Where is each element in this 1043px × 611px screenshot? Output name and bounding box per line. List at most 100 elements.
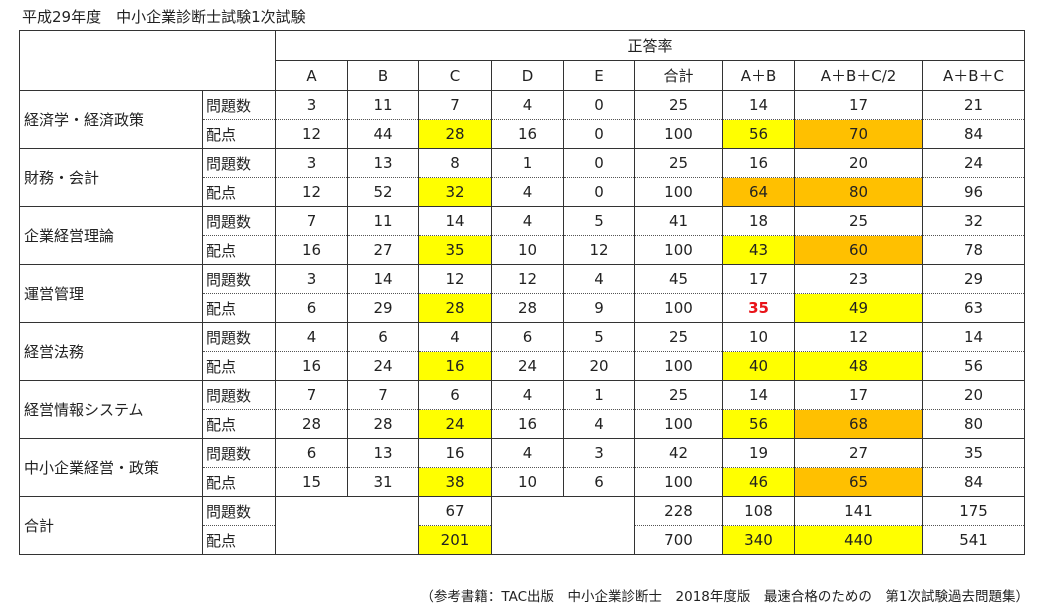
score-cell-total: 100	[634, 235, 723, 265]
count-cell-b: 6	[347, 322, 419, 352]
total-count-a-plus-b-plus-c: 175	[921, 496, 1026, 526]
subject-row-count: 経営法務 問題数 4 6 4 6 5 25 10 12 14	[19, 322, 1026, 381]
score-cell-a: 6	[275, 293, 348, 323]
page-title: 平成29年度 中小企業診断士試験1次試験	[22, 8, 306, 26]
score-cell-a-plus-b-plus-half-c: 80	[794, 177, 923, 207]
score-cell-a-plus-b-plus-c: 78	[921, 235, 1026, 265]
count-cell-b: 11	[347, 90, 419, 120]
count-cell-a-plus-b-plus-half-c: 25	[794, 206, 923, 236]
total-count-total: 228	[634, 496, 723, 526]
score-cell-a-plus-b-plus-c: 56	[921, 351, 1026, 381]
count-cell-d: 4	[491, 438, 564, 468]
count-cell-e: 1	[563, 380, 635, 410]
score-cell-e: 0	[563, 119, 635, 149]
total-count-a-plus-b: 108	[722, 496, 795, 526]
count-cell-d: 12	[491, 264, 564, 294]
score-cell-a-plus-b-plus-half-c: 65	[794, 467, 923, 497]
row-label-count: 問題数	[202, 264, 276, 294]
count-cell-a-plus-b: 16	[722, 148, 795, 178]
row-label-score: 配点	[202, 409, 276, 439]
count-cell-b: 7	[347, 380, 419, 410]
count-cell-e: 3	[563, 438, 635, 468]
score-cell-a-plus-b-plus-c: 96	[921, 177, 1026, 207]
total-blank-ab	[275, 496, 419, 555]
score-cell-e: 20	[563, 351, 635, 381]
row-label-count: 問題数	[202, 380, 276, 410]
count-cell-a: 7	[275, 206, 348, 236]
count-cell-d: 4	[491, 380, 564, 410]
count-cell-c: 8	[418, 148, 492, 178]
subject-row-count: 運営管理 問題数 3 14 12 12 4 45 17 23 29	[19, 264, 1026, 323]
score-cell-a-plus-b-plus-half-c: 48	[794, 351, 923, 381]
count-cell-d: 1	[491, 148, 564, 178]
count-cell-b: 13	[347, 148, 419, 178]
count-cell-a-plus-b-plus-c: 14	[921, 322, 1026, 352]
score-cell-d: 16	[491, 409, 564, 439]
count-cell-a-plus-b-plus-c: 20	[921, 380, 1026, 410]
score-table: 正答率 A B C D E 合計 A＋B A＋B＋C/2 A＋B＋C 経済学・経…	[19, 30, 1026, 555]
count-cell-a: 6	[275, 438, 348, 468]
subject-row-count: 経営情報システム 問題数 7 7 6 4 1 25 14 17 20	[19, 380, 1026, 439]
header-corner-cell	[19, 30, 276, 91]
total-label: 合計	[19, 496, 203, 555]
score-cell-d: 16	[491, 119, 564, 149]
score-cell-a: 28	[275, 409, 348, 439]
count-cell-a-plus-b: 10	[722, 322, 795, 352]
score-cell-total: 100	[634, 119, 723, 149]
score-cell-a: 16	[275, 351, 348, 381]
header-row-group: 正答率	[19, 30, 1026, 91]
column-header-a: A	[275, 60, 348, 91]
count-cell-total: 41	[634, 206, 723, 236]
column-header-a-plus-b-plus-c: A＋B＋C	[921, 60, 1026, 91]
score-cell-b: 52	[347, 177, 419, 207]
count-cell-a-plus-b-plus-c: 35	[921, 438, 1026, 468]
count-cell-a-plus-b: 17	[722, 264, 795, 294]
score-cell-a-plus-b: 43	[722, 235, 795, 265]
score-cell-e: 0	[563, 177, 635, 207]
row-label-score: 配点	[202, 177, 276, 207]
score-cell-d: 24	[491, 351, 564, 381]
count-cell-e: 5	[563, 322, 635, 352]
count-cell-a-plus-b: 18	[722, 206, 795, 236]
count-cell-c: 7	[418, 90, 492, 120]
score-cell-total: 100	[634, 351, 723, 381]
column-header-e: E	[563, 60, 635, 91]
score-cell-b: 24	[347, 351, 419, 381]
count-cell-total: 45	[634, 264, 723, 294]
count-cell-a-plus-b-plus-half-c: 17	[794, 380, 923, 410]
count-cell-total: 42	[634, 438, 723, 468]
row-label-score: 配点	[202, 235, 276, 265]
score-cell-a-plus-b: 56	[722, 409, 795, 439]
score-cell-d: 28	[491, 293, 564, 323]
count-cell-e: 0	[563, 148, 635, 178]
subject-row-score: 配点 12 52 32 4 0 100 64 80 96	[20, 177, 1026, 207]
total-score-total: 700	[634, 525, 723, 555]
score-cell-b: 31	[347, 467, 419, 497]
score-cell-e: 4	[563, 409, 635, 439]
total-blank-de	[491, 496, 635, 555]
count-cell-total: 25	[634, 380, 723, 410]
count-cell-c: 4	[418, 322, 492, 352]
score-cell-a-plus-b: 46	[722, 467, 795, 497]
score-cell-a-plus-b: 35	[722, 293, 795, 323]
score-cell-c: 32	[418, 177, 492, 207]
subject-name: 企業経営理論	[19, 206, 203, 265]
subject-row-count: 財務・会計 問題数 3 13 8 1 0 25 16 20 24	[19, 148, 1026, 207]
score-cell-c: 16	[418, 351, 492, 381]
total-score-a-plus-b-plus-c: 541	[921, 525, 1026, 555]
count-cell-a-plus-b-plus-half-c: 23	[794, 264, 923, 294]
count-cell-a: 3	[275, 148, 348, 178]
count-cell-b: 14	[347, 264, 419, 294]
score-cell-a: 12	[275, 177, 348, 207]
header-row-columns: A B C D E 合計 A＋B A＋B＋C/2 A＋B＋C	[20, 60, 1026, 91]
header-group-label: 正答率	[274, 30, 1026, 61]
score-cell-a-plus-b-plus-c: 84	[921, 467, 1026, 497]
count-cell-a: 3	[275, 264, 348, 294]
score-cell-c: 28	[418, 293, 492, 323]
score-cell-a: 15	[275, 467, 348, 497]
column-header-c: C	[418, 60, 492, 91]
score-cell-d: 4	[491, 177, 564, 207]
subject-name: 運営管理	[19, 264, 203, 323]
count-cell-total: 25	[634, 90, 723, 120]
count-cell-e: 4	[563, 264, 635, 294]
